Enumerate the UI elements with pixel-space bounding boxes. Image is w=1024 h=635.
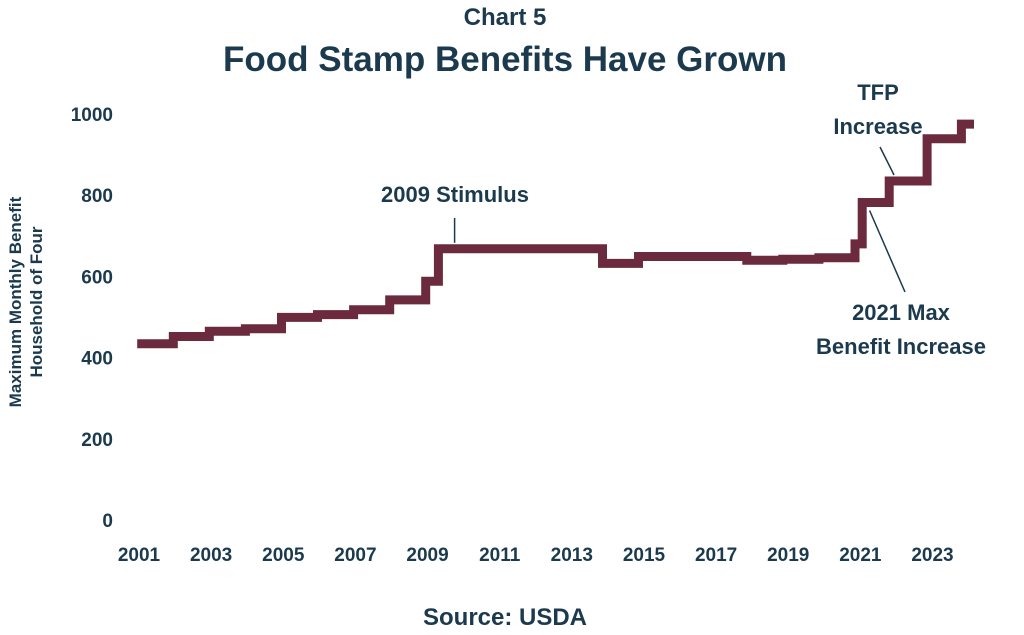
- series-layer: [137, 119, 974, 349]
- y-tick-labels: 0 200 400 600 800 1000: [71, 105, 113, 532]
- y-tick-label-600: 600: [81, 267, 113, 288]
- annotation-labels: 2009 Stimulus TFP Increase 2021 Max Benefit …: [381, 80, 986, 359]
- annotation-2009-stimulus: 2009 Stimulus: [381, 182, 529, 207]
- x-tick-label-2007: 2007: [334, 545, 376, 566]
- y-tick-label-800: 800: [81, 186, 113, 207]
- x-tick-label-2013: 2013: [551, 545, 593, 566]
- x-tick-labels: 2001 2003 2005 2007 2009 2011 2013 2015 2017 2019…: [118, 545, 954, 566]
- x-tick-label-2015: 2015: [623, 545, 666, 566]
- x-tick-label-2017: 2017: [695, 545, 737, 566]
- annotation-tfp-increase-line-2: Increase: [833, 114, 922, 139]
- x-tick-label-2001: 2001: [118, 545, 161, 566]
- y-tick-label-200: 200: [81, 430, 113, 451]
- annotation-tfp-increase-line-1: TFP: [857, 80, 899, 105]
- x-tick-label-2011: 2011: [479, 545, 521, 566]
- y-tick-label-1000: 1000: [71, 105, 113, 126]
- chart-title: Food Stamp Benefits Have Grown: [223, 40, 787, 79]
- x-tick-label-2019: 2019: [767, 545, 809, 566]
- x-tick-label-2021: 2021: [839, 545, 882, 566]
- leader-2021-max-benefit: [868, 210, 906, 293]
- benefit-step-line: [137, 119, 974, 349]
- source-note: Source: USDA: [422, 604, 588, 631]
- x-tick-label-2003: 2003: [190, 545, 232, 566]
- x-tick-label-2023: 2023: [911, 545, 953, 566]
- annotation-2021-max-benefit-line-2: Benefit Increase: [816, 334, 986, 359]
- y-tick-label-0: 0: [102, 511, 113, 532]
- x-tick-label-2005: 2005: [262, 545, 305, 566]
- y-tick-label-400: 400: [81, 349, 113, 370]
- annotation-2021-max-benefit-line-1: 2021 Max: [852, 300, 951, 325]
- x-tick-label-2009: 2009: [406, 545, 448, 566]
- annotation-leader-lines: [453, 146, 906, 293]
- chart-label: Chart 5: [463, 4, 547, 31]
- leader-tfp-increase: [879, 146, 895, 176]
